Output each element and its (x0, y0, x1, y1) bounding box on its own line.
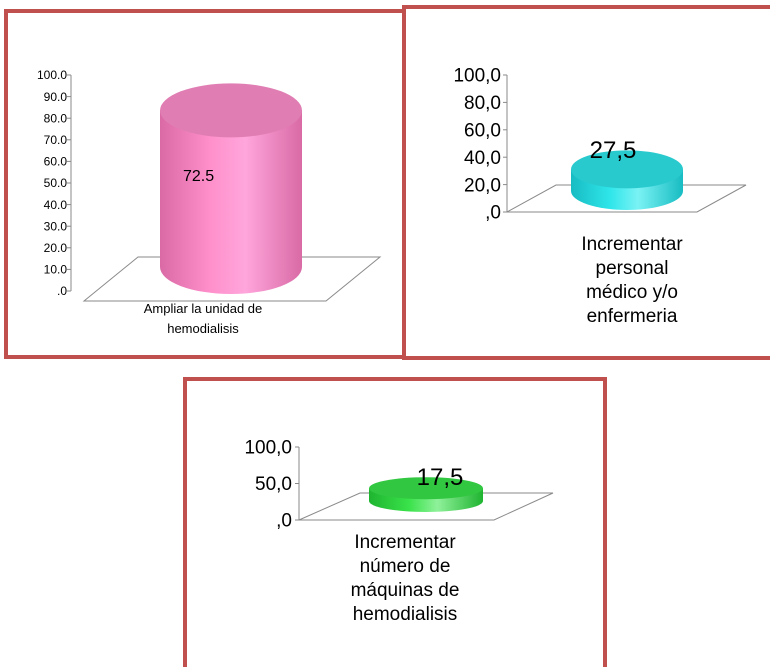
chart-floor (506, 184, 747, 213)
y-tick-label: 30.0 (44, 219, 68, 233)
bar-top (369, 477, 483, 500)
y-tick-label: 80.0 (44, 111, 68, 125)
data-label: 72.5 (183, 168, 214, 185)
bar-cylinder (571, 150, 683, 210)
bar-body (160, 110, 302, 294)
chart-floor (82, 256, 382, 302)
y-tick-label: 20.0 (44, 241, 68, 255)
y-tick-label: 60.0 (44, 155, 68, 169)
y-tick-label: 20,0 (464, 175, 501, 196)
data-label: 27,5 (590, 137, 637, 164)
y-tick-label: 100.0 (37, 68, 67, 82)
y-tick-label: ,0 (276, 511, 292, 532)
y-tick-label: 100,0 (453, 66, 501, 87)
bar-top (571, 150, 683, 189)
category-label: Incrementar personal médico y/o enfermeria (581, 234, 683, 327)
y-tick-label: 80,0 (464, 93, 501, 114)
chart-floor (298, 492, 554, 521)
y-tick-label: 50,0 (255, 474, 292, 495)
chart-panel-maquinas: ,0 50,0 100,0 17,5 Incrementar número de máqui… (183, 377, 607, 667)
y-tick-label: 40.0 (44, 198, 68, 212)
y-tick-label: 50.0 (44, 176, 68, 190)
y-tick-label: 100,0 (244, 438, 292, 459)
chart-panel-personal: ,0 20,0 40,0 60,0 80,0 100,0 27,5 Incrementar pe… (402, 5, 770, 360)
chart-personal-svg: ,0 20,0 40,0 60,0 80,0 100,0 27,5 Incrementar pe… (453, 66, 747, 327)
y-tick-label: 10.0 (44, 263, 68, 277)
y-tick-label: .0 (57, 284, 67, 298)
data-label: 17,5 (417, 464, 464, 491)
chart-ampliar-svg: .0 10.0 20.0 30.0 40.0 50.0 60.0 70.0 80.0 90.0 10… (37, 68, 382, 336)
y-tick-label: 60,0 (464, 120, 501, 141)
y-tick-label: 40,0 (464, 148, 501, 169)
y-tick-label: 70.0 (44, 133, 68, 147)
chart-maquinas-svg: ,0 50,0 100,0 17,5 Incrementar número de máqui… (244, 438, 554, 625)
bar-cylinder (369, 477, 483, 512)
category-label: Ampliar la unidad de hemodialisis (144, 301, 263, 336)
bar-top (160, 83, 302, 138)
y-tick-label: 90.0 (44, 90, 68, 104)
y-tick-label: ,0 (485, 203, 501, 224)
chart-panel-ampliar: .0 10.0 20.0 30.0 40.0 50.0 60.0 70.0 80.0 90.0 10… (4, 9, 406, 359)
bar-cylinder (160, 83, 302, 294)
category-label: Incrementar número de máquinas de hemodiali… (351, 532, 460, 625)
